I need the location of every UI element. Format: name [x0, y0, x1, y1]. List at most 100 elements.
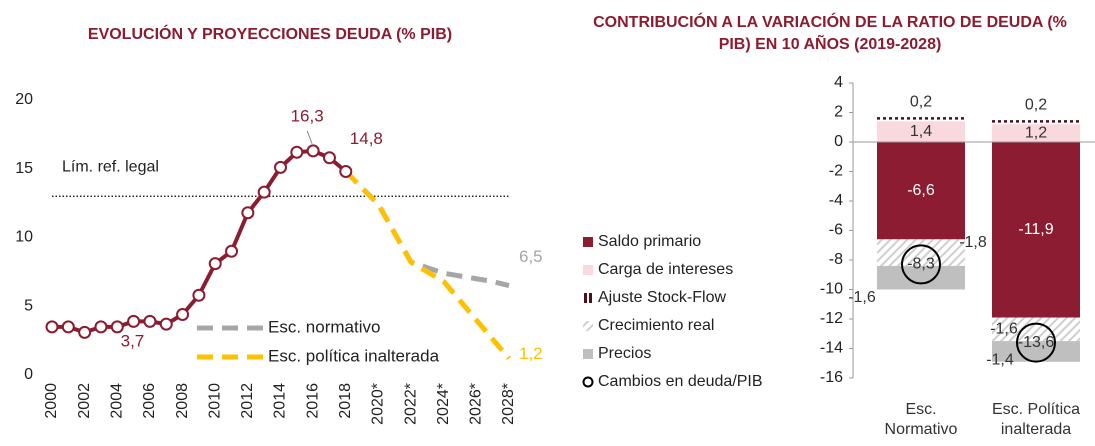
x-tick-label: 2024*	[435, 383, 452, 425]
legend-swatch	[583, 237, 593, 247]
legend-label: Esc. política inalterada	[268, 346, 440, 365]
point-marker	[257, 185, 271, 199]
point-marker	[208, 257, 222, 271]
data-label: -1,8	[959, 234, 987, 251]
x-tick-label: 2026*	[468, 383, 485, 425]
bar-segment	[877, 265, 965, 290]
x-tick-label: 2002	[76, 383, 93, 419]
y-tick-label: 4	[834, 74, 843, 91]
legend-label: Cambios en deuda/PIB	[598, 373, 763, 390]
x-tick-label: 2012	[239, 383, 256, 419]
y-tick-label: -8	[829, 251, 843, 268]
x-tick-label: 2022*	[402, 383, 419, 425]
y-tick-label: 2	[834, 104, 843, 121]
point-marker	[159, 317, 173, 331]
legend-swatch	[584, 293, 587, 303]
total-marker	[1016, 322, 1056, 363]
x-tick-label: 2008	[174, 383, 191, 419]
bar-segment	[992, 124, 1080, 142]
total-marker	[901, 244, 941, 285]
data-label: 3,7	[121, 332, 145, 351]
data-label: -11,9	[1018, 221, 1053, 238]
bar-segment	[877, 239, 965, 266]
point-marker	[45, 320, 59, 334]
data-label: -1,4	[986, 352, 1014, 369]
point-marker	[274, 160, 287, 174]
legend-label: Ajuste Stock-Flow	[598, 289, 726, 306]
x-tick-label: 2010	[206, 383, 223, 419]
point-marker	[306, 144, 320, 158]
legend-label: Saldo primario	[598, 233, 701, 250]
y-tick-label: 5	[24, 297, 33, 314]
reference-label: Lím. ref. legal	[62, 158, 159, 175]
y-tick-label: -12	[820, 310, 843, 327]
data-label: -8,3	[907, 256, 935, 273]
y-tick-label: 15	[15, 160, 33, 177]
bar-segment	[877, 142, 965, 240]
y-tick-label: -4	[829, 192, 843, 209]
point-marker	[225, 244, 239, 258]
y-tick-label: 0	[24, 366, 33, 383]
bar-segment	[992, 341, 1080, 362]
x-tick-label: 2016	[304, 383, 321, 419]
legend-swatch	[583, 265, 593, 275]
chart-title: CONTRIBUCIÓN A LA VARIACIÓN DE LA RATIO …	[593, 14, 1067, 53]
y-tick-label: 0	[834, 133, 843, 150]
point-marker	[339, 165, 353, 178]
leader-line	[306, 130, 313, 145]
data-label: 0,2	[1025, 97, 1047, 114]
data-label: -1,6	[848, 289, 876, 306]
bar-segment	[992, 142, 1080, 318]
data-label: 14,8	[350, 129, 383, 148]
data-label: 16,3	[291, 106, 324, 125]
point-marker	[322, 151, 336, 165]
legend-swatch	[589, 293, 592, 303]
data-label: -13,6	[1018, 334, 1055, 351]
legend-label: Precios	[598, 345, 651, 362]
x-tick-label: Esc. Normativo	[884, 401, 958, 438]
bar-segment	[992, 317, 1080, 342]
point-marker	[127, 314, 141, 328]
x-tick-label: 2000	[43, 383, 60, 419]
y-tick-label: -14	[820, 340, 843, 357]
point-marker	[94, 320, 108, 334]
y-tick-label: -10	[820, 281, 843, 298]
legend-label: Carga de intereses	[598, 261, 733, 278]
x-tick-label: 2004	[109, 383, 126, 419]
y-tick-label: -16	[820, 369, 843, 386]
point-marker	[110, 320, 124, 334]
legend-label: Esc. normativo	[268, 317, 380, 336]
point-marker	[290, 145, 304, 159]
point-marker	[143, 314, 157, 328]
x-tick-label: 2006	[141, 383, 158, 419]
chart-title: EVOLUCIÓN Y PROYECCIONES DEUDA (% PIB)	[87, 26, 453, 43]
legend-swatch	[583, 349, 593, 359]
data-label: 1,2	[1025, 124, 1047, 141]
point-marker	[192, 288, 206, 302]
x-tick-label: 2028*	[500, 383, 517, 425]
point-marker	[78, 325, 92, 339]
y-tick-label: -6	[829, 222, 843, 239]
legend-swatch	[583, 321, 593, 331]
x-tick-label: 2018	[337, 383, 354, 419]
data-label: -1,6	[990, 321, 1018, 338]
data-label: 1,4	[910, 123, 932, 140]
y-tick-label: 10	[15, 229, 33, 246]
legend-label: Crecimiento real	[598, 317, 714, 334]
data-label: -6,6	[907, 182, 935, 199]
point-marker	[61, 320, 75, 334]
data-label: 0,2	[910, 94, 932, 111]
data-label: 6,5	[519, 247, 543, 266]
x-tick-label: 2014	[272, 383, 289, 419]
legend-swatch	[582, 376, 594, 388]
series-line	[344, 169, 511, 361]
x-tick-label: 2020*	[370, 383, 387, 425]
series-line	[52, 148, 348, 335]
y-tick-label: -2	[829, 163, 843, 180]
bar-segment	[877, 121, 965, 142]
point-marker	[241, 206, 255, 220]
y-tick-label: 20	[15, 91, 33, 108]
data-label: 1,2	[519, 344, 543, 363]
